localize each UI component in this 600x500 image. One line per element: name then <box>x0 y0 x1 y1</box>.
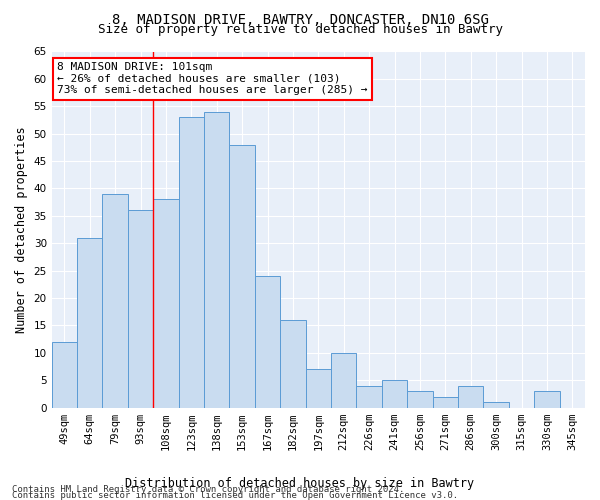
Bar <box>52 342 77 407</box>
Bar <box>458 386 484 407</box>
Bar <box>204 112 229 408</box>
Bar <box>407 391 433 407</box>
Text: 8, MADISON DRIVE, BAWTRY, DONCASTER, DN10 6SG: 8, MADISON DRIVE, BAWTRY, DONCASTER, DN1… <box>112 12 488 26</box>
Bar <box>331 353 356 408</box>
Text: Distribution of detached houses by size in Bawtry: Distribution of detached houses by size … <box>125 477 475 490</box>
Bar <box>255 276 280 407</box>
Text: Size of property relative to detached houses in Bawtry: Size of property relative to detached ho… <box>97 22 503 36</box>
Bar <box>179 117 204 408</box>
Bar <box>356 386 382 407</box>
Bar <box>534 391 560 407</box>
Text: Contains HM Land Registry data © Crown copyright and database right 2024.: Contains HM Land Registry data © Crown c… <box>12 485 404 494</box>
Y-axis label: Number of detached properties: Number of detached properties <box>15 126 28 333</box>
Bar <box>484 402 509 407</box>
Bar <box>128 210 153 408</box>
Bar <box>153 200 179 408</box>
Text: Contains public sector information licensed under the Open Government Licence v3: Contains public sector information licen… <box>12 491 458 500</box>
Bar <box>103 194 128 408</box>
Bar <box>433 396 458 407</box>
Bar <box>280 320 305 408</box>
Bar <box>229 144 255 408</box>
Text: 8 MADISON DRIVE: 101sqm
← 26% of detached houses are smaller (103)
73% of semi-d: 8 MADISON DRIVE: 101sqm ← 26% of detache… <box>57 62 367 96</box>
Bar <box>305 370 331 408</box>
Bar <box>77 238 103 408</box>
Bar <box>382 380 407 407</box>
